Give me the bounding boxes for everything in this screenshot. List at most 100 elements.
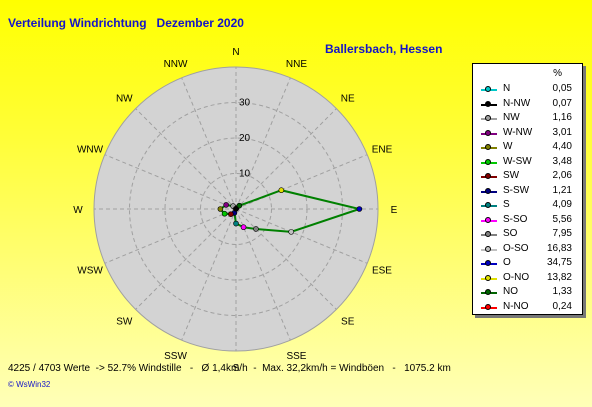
legend-value: 0,24 (552, 300, 572, 312)
legend-value: 1,16 (552, 112, 572, 123)
location-label: Ballersbach, Hessen (325, 42, 443, 56)
data-point (233, 205, 239, 212)
legend-label: S-SW (503, 184, 530, 196)
legend-marker (485, 303, 491, 310)
direction-label: NNE (286, 59, 307, 70)
direction-label: SSE (286, 351, 306, 362)
legend-value: 4,40 (552, 141, 572, 152)
legend-marker (485, 86, 491, 92)
spoke-gridline (235, 108, 337, 210)
legend-item: N-NO 0,24 (473, 301, 582, 315)
legend-value: 5,56 (552, 213, 572, 225)
spoke-gridline (104, 208, 237, 264)
legend-marker (485, 100, 491, 107)
direction-label: ENE (372, 145, 393, 156)
legend-marker (485, 202, 491, 208)
direction-label: S (233, 363, 240, 374)
legend-value: 34,75 (546, 257, 572, 268)
legend-label: O (503, 257, 511, 268)
legend-item: S-SO 5,56 (473, 214, 582, 228)
direction-label: WNW (77, 145, 104, 156)
direction-label: NW (116, 93, 133, 104)
legend-label: N-NO (503, 300, 529, 312)
radial-tick-label: 20 (239, 133, 251, 144)
legend-value: 0,05 (552, 83, 572, 94)
legend-item: SW 2,06 (473, 170, 582, 184)
data-point (236, 202, 243, 209)
legend-marker (485, 289, 491, 295)
data-point (221, 210, 228, 217)
legend-label: S-SO (503, 213, 528, 225)
direction-label: WSW (77, 265, 103, 276)
direction-label: N (232, 47, 239, 58)
legend-value: 3,01 (552, 126, 572, 138)
spoke-gridline (104, 154, 237, 210)
legend-value: 1,21 (552, 184, 572, 196)
legend-label: W (503, 141, 513, 152)
data-point (228, 211, 234, 217)
data-point (253, 226, 259, 232)
spoke-gridline (235, 77, 291, 210)
legend: % N 0,05 N-NW 0,07 NW 1,16 W-NW 3,01 W 4,40 W-SW 3,… (472, 63, 583, 315)
legend-label: NW (503, 112, 520, 123)
legend-label: N (503, 83, 511, 94)
spoke-gridline (181, 208, 237, 341)
legend-marker (485, 231, 491, 237)
legend-marker (485, 173, 491, 179)
spoke-gridline (135, 208, 237, 310)
legend-item: W-NW 3,01 (473, 127, 582, 141)
radial-tick-label: 10 (239, 169, 251, 180)
software-credit: © WsWin32 (8, 380, 51, 389)
data-point (288, 229, 294, 235)
legend-item: O-SO 16,83 (473, 243, 582, 257)
legend-value: 16,83 (546, 242, 572, 254)
stats-footer: 4225 / 4703 Werte -> 52.7% Windstille - … (8, 363, 451, 374)
legend-marker (485, 260, 491, 266)
chart-title: Verteilung Windrichtung Dezember 2020 (8, 16, 244, 30)
legend-label: SO (503, 228, 518, 239)
legend-item: SO 7,95 (473, 228, 582, 242)
spoke-gridline (235, 154, 368, 210)
legend-value: 3,48 (552, 155, 572, 167)
legend-label: NO (503, 286, 518, 297)
legend-marker (485, 216, 491, 223)
legend-item: N 0,05 (473, 83, 582, 97)
legend-marker (485, 187, 491, 194)
legend-item: S 4,09 (473, 199, 582, 213)
spoke-gridline (235, 208, 368, 264)
legend-label: O-SO (503, 242, 529, 254)
direction-label: SSW (164, 351, 187, 362)
legend-label: N-NW (503, 97, 531, 109)
direction-label: W (73, 205, 83, 216)
direction-label: ESE (372, 265, 392, 276)
legend-item: O-NO 13,82 (473, 272, 582, 286)
legend-marker (485, 158, 491, 165)
legend-marker (485, 274, 491, 281)
data-point (356, 206, 363, 212)
legend-label: W-NW (503, 126, 533, 138)
spoke-gridline (235, 208, 337, 310)
legend-unit: % (553, 68, 562, 79)
legend-value: 13,82 (546, 271, 572, 283)
radial-tick-label: 30 (239, 98, 251, 109)
direction-label: E (391, 205, 398, 216)
legend-value: 1,33 (552, 286, 572, 297)
spoke-gridline (235, 208, 291, 341)
data-point (223, 202, 229, 208)
direction-label: SE (341, 317, 355, 328)
data-point (278, 187, 285, 194)
legend-marker (485, 129, 491, 136)
legend-marker (485, 144, 491, 150)
legend-label: O-NO (503, 271, 530, 283)
legend-marker (485, 115, 491, 121)
legend-item: W-SW 3,48 (473, 156, 582, 170)
legend-label: W-SW (503, 155, 532, 167)
legend-label: SW (503, 170, 520, 181)
spoke-gridline (135, 108, 237, 210)
data-point (233, 220, 239, 227)
legend-value: 0,07 (552, 97, 572, 109)
direction-label: NNW (164, 59, 188, 70)
direction-label: NE (341, 93, 355, 104)
legend-item: S-SW 1,21 (473, 185, 582, 199)
legend-marker (485, 245, 491, 252)
